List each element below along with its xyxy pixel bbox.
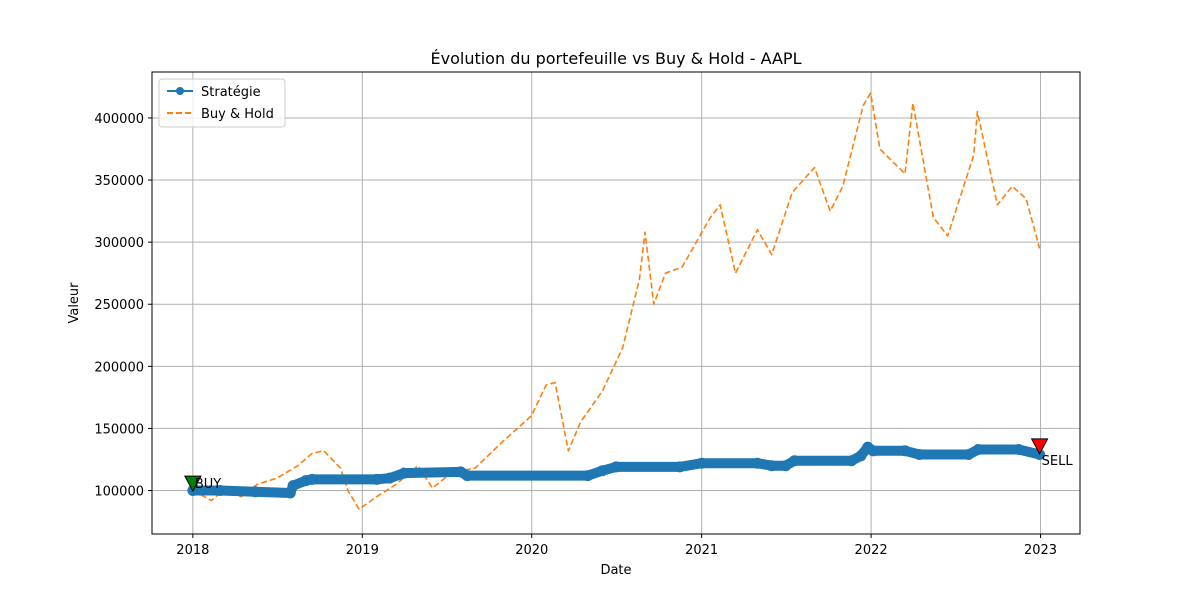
series-point-strategie: [384, 472, 396, 484]
series-line-buy-hold: [192, 92, 1041, 511]
y-tick-label: 100000: [94, 485, 144, 500]
series-point-strategie: [867, 445, 879, 457]
series-point-strategie: [766, 460, 778, 472]
series-point-strategie: [899, 445, 911, 457]
series-point-strategie: [963, 449, 975, 460]
legend-label-buy-hold: Buy & Hold: [201, 107, 274, 122]
x-tick-label: 2018: [176, 543, 209, 558]
series-point-strategie: [972, 444, 984, 455]
y-tick-label: 250000: [94, 298, 144, 313]
series-point-strategie: [789, 455, 800, 467]
y-tick-label: 350000: [94, 174, 144, 189]
series-point-strategie: [596, 465, 608, 477]
series-point-strategie: [249, 486, 261, 498]
series-point-strategie: [371, 473, 383, 485]
grid: [152, 72, 1080, 534]
series-point-strategie: [287, 480, 299, 492]
series-point-strategie: [674, 461, 686, 473]
series-point-strategie: [306, 473, 318, 485]
series-point-strategie: [846, 455, 858, 467]
series-point-strategie: [855, 450, 867, 462]
plot-frame: [151, 71, 1081, 535]
legend: Stratégie Buy & Hold: [158, 78, 286, 128]
x-tick-label: 2021: [685, 543, 718, 558]
buy-marker-icon: [184, 475, 202, 493]
series-point-strategie: [582, 470, 594, 482]
y-tick-label: 400000: [94, 112, 144, 127]
y-tick-label: 150000: [94, 422, 144, 437]
x-axis-title: Date: [600, 563, 631, 578]
ticks: 2018 2019 2020 2021 2022 2023 100000 150000 2000…: [94, 112, 1057, 558]
series-point-strategie: [751, 457, 763, 469]
sell-label: SELL: [1042, 454, 1074, 469]
x-tick-label: 2022: [855, 543, 888, 558]
annotation-layer: BUY SELL: [184, 438, 1074, 493]
series-point-strategie: [696, 457, 708, 469]
series-point-strategie: [913, 449, 925, 460]
legend-label-strategie: Stratégie: [201, 85, 261, 100]
series-layer: [187, 92, 1046, 511]
y-tick-label: 200000: [94, 360, 144, 375]
sell-marker-icon: [1030, 438, 1049, 455]
chart-title: Évolution du portefeuille vs Buy & Hold …: [431, 49, 802, 68]
series-point-strategie: [398, 467, 410, 479]
y-axis-title: Valeur: [67, 282, 82, 324]
x-tick-label: 2019: [346, 543, 379, 558]
series-point-strategie: [214, 485, 226, 496]
y-tick-label: 300000: [94, 236, 144, 251]
series-point-strategie: [610, 461, 622, 473]
legend-marker-strategie: [176, 87, 184, 95]
x-tick-label: 2020: [515, 543, 548, 558]
series-point-strategie: [780, 460, 792, 472]
series-point-strategie: [461, 470, 473, 482]
buy-label: BUY: [195, 477, 221, 492]
x-tick-label: 2023: [1024, 543, 1057, 558]
series-point-strategie: [1013, 444, 1025, 455]
